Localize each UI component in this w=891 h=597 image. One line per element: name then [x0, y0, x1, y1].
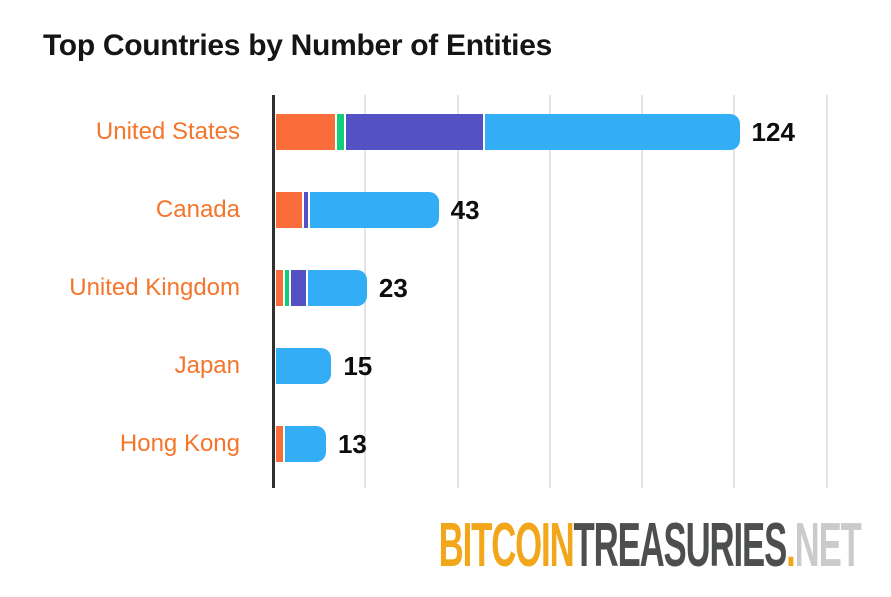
watermark-logo: BITCOINTREASURIES.NET	[439, 515, 862, 577]
bar-united-kingdom	[276, 270, 367, 306]
bar-hong-kong	[276, 426, 326, 462]
violet-segment	[303, 192, 308, 228]
category-label-united-kingdom: United Kingdom	[69, 274, 240, 301]
orange-segment	[276, 192, 302, 228]
value-label-united-kingdom: 23	[378, 273, 408, 303]
blue-segment	[276, 348, 332, 384]
green-segment	[285, 270, 290, 306]
value-label-canada: 43	[450, 195, 480, 225]
watermark-treasuries-text: TREASURIES	[573, 511, 788, 580]
blue-segment	[307, 270, 367, 306]
watermark-net-text: NET	[794, 511, 862, 580]
category-label-japan: Japan	[174, 352, 240, 379]
value-label-japan: 15	[343, 351, 373, 381]
bar-japan	[276, 348, 332, 384]
y-axis-line	[272, 95, 275, 488]
value-label-united-states: 124	[751, 117, 795, 147]
gridline-75	[548, 95, 551, 488]
watermark-bitcoin-text: BITCOIN	[438, 511, 575, 580]
green-segment	[337, 114, 345, 150]
orange-segment	[276, 114, 336, 150]
bar-canada	[276, 192, 439, 228]
orange-segment	[276, 426, 284, 462]
violet-segment	[291, 270, 306, 306]
blue-segment	[484, 114, 740, 150]
watermark-dot: .	[786, 511, 796, 580]
category-label-united-states: United States	[95, 118, 240, 145]
gridline-100	[641, 95, 643, 488]
blue-segment	[309, 192, 439, 228]
gridline-150	[825, 95, 828, 488]
gridline-50	[456, 95, 459, 488]
category-label-canada: Canada	[155, 196, 240, 223]
chart-title: Top Countries by Number of Entities	[43, 29, 552, 62]
category-label-hong-kong: Hong Kong	[119, 430, 240, 457]
blue-segment	[285, 426, 326, 462]
value-label-hong-kong: 13	[337, 429, 367, 459]
orange-segment	[276, 270, 284, 306]
bar-united-states	[276, 114, 740, 150]
gridline-125	[733, 95, 736, 488]
violet-segment	[346, 114, 483, 150]
